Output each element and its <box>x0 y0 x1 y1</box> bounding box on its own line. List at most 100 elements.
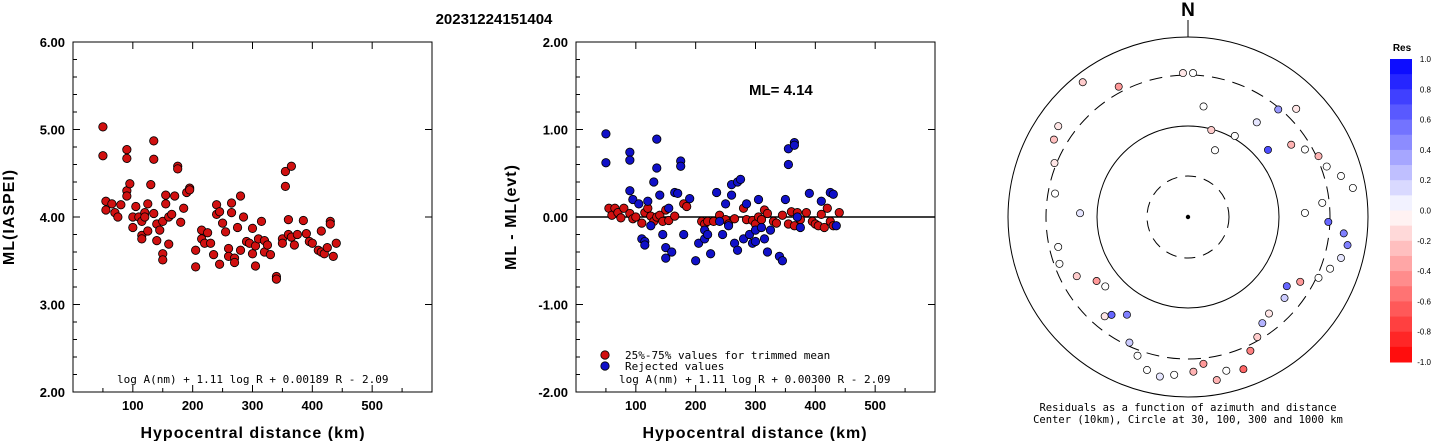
ml-data-point <box>161 199 171 209</box>
polar-center-dot <box>1185 214 1191 220</box>
rejected-residual-point <box>831 221 841 231</box>
ml-data-point <box>143 226 153 236</box>
figure-title: 20231224151404 <box>436 11 553 28</box>
colorbar-cell <box>1390 134 1412 151</box>
rejected-residual-point <box>714 216 725 226</box>
colorbar-cell <box>1390 59 1412 75</box>
polar-residual-point <box>1155 372 1164 381</box>
polar-residual-point <box>1324 217 1333 226</box>
ml-data-point <box>131 201 141 212</box>
ml-data-point <box>206 238 216 248</box>
rejected-residual-point <box>667 247 677 257</box>
colorbar-tick-label: 1.0 <box>1420 55 1432 64</box>
ml-data-point <box>185 185 195 195</box>
rejected-residual-point <box>735 174 746 184</box>
polar-residual-point <box>1322 162 1331 171</box>
rejected-residual-point <box>750 236 761 247</box>
ml-data-point <box>170 191 180 201</box>
polar-residual-point <box>1230 131 1239 140</box>
trimmed-residual-point <box>729 214 740 224</box>
legend-blue-label: Rejected values <box>625 360 724 373</box>
colorbar-cell <box>1390 271 1412 287</box>
ml-data-point <box>292 229 302 240</box>
colorbar-cell <box>1390 316 1412 333</box>
polar-residual-point <box>1051 189 1060 198</box>
polar-residual-point <box>1265 309 1273 318</box>
rejected-residual-point <box>658 229 668 240</box>
polar-residual-point <box>1054 243 1063 251</box>
polar-residual-point <box>1179 69 1187 78</box>
ml-data-point <box>250 261 261 271</box>
polar-residual-point <box>1211 146 1219 155</box>
panel1-x-tick-label: 200 <box>182 398 204 413</box>
colorbar-tick-label: 0.2 <box>1420 176 1432 185</box>
polar-residual-point <box>1264 145 1272 154</box>
ml-data-point <box>152 236 162 246</box>
panel-residual-vs-distance: 100 200 300 400 500 -2.00 -1.00 0.00 1.00 2.00 M… <box>503 35 936 441</box>
panel2-y-ticks: -2.00 -1.00 0.00 1.00 2.00 <box>538 35 935 400</box>
colorbar-tick-label: 0.4 <box>1420 146 1432 155</box>
panel1-points <box>98 122 341 284</box>
ml-data-point <box>277 238 288 248</box>
ml-data-point <box>167 209 177 219</box>
polar-residual-point <box>1296 277 1305 286</box>
ml-data-point <box>149 154 159 164</box>
colorbar-cell <box>1390 119 1412 136</box>
colorbar-cell <box>1390 89 1412 105</box>
trimmed-residual-point <box>682 201 692 212</box>
panel-polar-residuals: N Residuals as a function of azimuth and… <box>1007 0 1369 426</box>
rejected-residual-point <box>679 229 689 240</box>
ml-data-point <box>214 207 225 217</box>
ml-data-point <box>289 240 299 250</box>
ml-data-point <box>179 203 189 213</box>
ml-data-point <box>226 208 237 218</box>
panel1-y-tick-label: 2.00 <box>40 385 65 400</box>
ml-data-point <box>137 234 147 244</box>
rejected-residual-point <box>640 240 650 250</box>
polar-residual-point <box>1274 105 1283 114</box>
rejected-residual-point <box>762 247 773 257</box>
polar-caption-line2: Center (10km), Circle at 30, 100, 300 an… <box>1033 414 1343 426</box>
panel1-y-tick-label: 5.00 <box>40 123 65 138</box>
ml-data-point <box>271 274 282 284</box>
rejected-residual-point <box>720 199 731 209</box>
colorbar-cell <box>1390 255 1412 272</box>
colorbar-cell <box>1390 225 1412 242</box>
polar-residual-point <box>1282 282 1291 291</box>
ml-data-point <box>214 259 225 269</box>
panel1-y-axis-label: ML(IASPEI) <box>1 169 18 265</box>
polar-residual-point <box>1258 319 1267 328</box>
ml-data-point <box>256 216 267 226</box>
trimmed-residual-point <box>670 211 680 221</box>
ml-data-point <box>149 136 159 146</box>
ml-data-point <box>220 227 231 237</box>
panel2-x-axis-label: Hypocentral distance (km) <box>642 425 867 441</box>
panel1-x-ticks: 100 200 300 400 500 <box>102 42 403 413</box>
rejected-residual-point <box>753 194 764 205</box>
colorbar-tick-label: -0.8 <box>1417 328 1431 337</box>
rejected-residual-point <box>655 190 665 200</box>
colorbar-cell <box>1390 195 1412 211</box>
polar-residual-point <box>1300 145 1309 154</box>
rejected-residual-point <box>804 188 814 198</box>
ml-data-point <box>217 218 228 228</box>
panel2-points <box>601 129 844 266</box>
rejected-residual-point <box>783 159 794 170</box>
ml-data-point <box>161 190 171 200</box>
colorbar-tick-label: -0.6 <box>1417 297 1431 306</box>
polar-residual-point <box>1072 272 1081 281</box>
rejected-residual-point <box>649 177 659 187</box>
ml-data-point <box>298 215 308 226</box>
polar-circle-100km <box>1096 125 1280 309</box>
polar-residual-point <box>1348 183 1357 192</box>
ml-data-point <box>140 212 150 222</box>
rejected-residual-point <box>625 155 635 165</box>
ml-data-point <box>122 145 132 155</box>
colorbar-cell <box>1390 331 1412 348</box>
polar-residual-point <box>1123 310 1131 319</box>
polar-caption-line1: Residuals as a function of azimuth and d… <box>1039 402 1336 414</box>
rejected-residual-point <box>712 187 722 198</box>
trimmed-residual-point <box>801 208 811 218</box>
polar-residual-point <box>1143 366 1151 374</box>
colorbar-cell <box>1390 240 1412 257</box>
